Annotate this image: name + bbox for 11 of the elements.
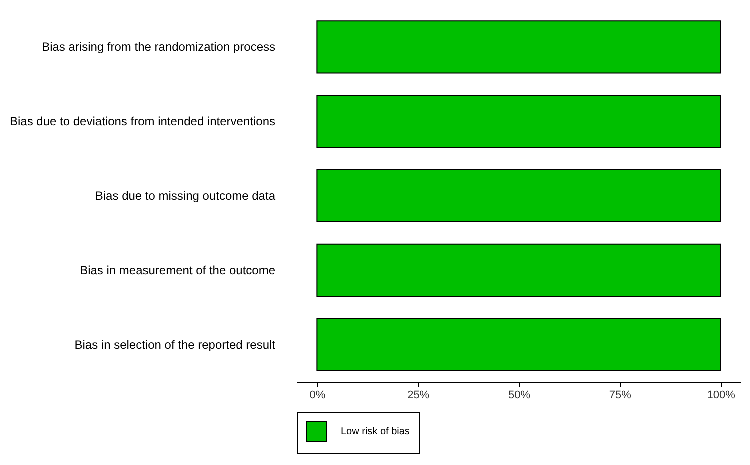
x-tick-label: 100% — [707, 390, 736, 402]
x-tick-label: 0% — [310, 390, 326, 402]
y-tick-label: Bias due to missing outcome data — [95, 189, 276, 203]
x-tick-label: 75% — [609, 390, 632, 402]
y-tick-label: Bias due to deviations from intended interventions — [10, 114, 276, 129]
x-tick-label: 50% — [508, 390, 531, 402]
y-tick-label: Bias in measurement of the outcome — [80, 263, 276, 278]
x-tick-label: 25% — [408, 390, 430, 402]
y-tick-label: Bias in selection of the reported result — [74, 338, 276, 352]
y-tick-label: Bias arising from the randomization process — [42, 40, 276, 54]
legend-label: Low risk of bias — [341, 426, 410, 438]
